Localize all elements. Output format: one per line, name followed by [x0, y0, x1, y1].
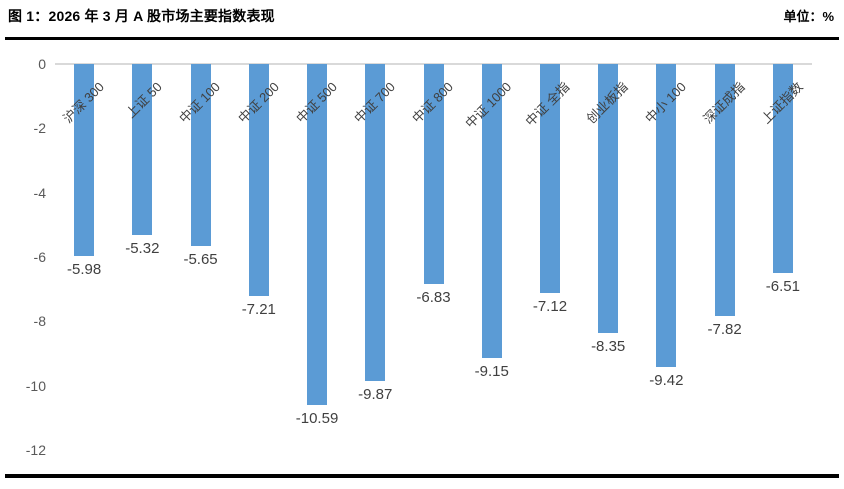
bar — [539, 64, 560, 293]
bar — [132, 64, 153, 235]
bar — [190, 64, 211, 246]
bar — [74, 64, 95, 256]
unit-label: 单位：% — [783, 9, 834, 24]
bar-value-label: -8.35 — [591, 338, 626, 355]
bar — [656, 64, 677, 367]
y-axis: 0 -2 -4 -6 -8 -10 -12 — [0, 56, 46, 458]
bar-value-label: -5.65 — [183, 251, 218, 268]
bar-chart-plot-area: -5.98 沪深 300 -5.32 上证 50 -5.65 中证 100 -7.21 中证 … — [55, 63, 812, 450]
bar-value-label: -9.15 — [474, 363, 509, 380]
y-axis-tick-label: -8 — [33, 313, 46, 330]
header-divider — [5, 37, 839, 40]
bar-value-label: -9.42 — [649, 372, 684, 389]
bar-value-label: -6.51 — [765, 278, 800, 295]
bar — [598, 64, 619, 333]
y-axis-tick-label: -2 — [33, 120, 46, 137]
bar-value-label: -7.21 — [241, 301, 276, 318]
bar-value-label: -5.32 — [125, 240, 160, 257]
y-axis-tick-label: -12 — [25, 442, 46, 458]
bar-value-label: -10.59 — [295, 410, 339, 427]
bar — [307, 64, 328, 405]
chart-title: 图 1：2026 年 3 月 A 股市场主要指数表现 — [8, 8, 275, 24]
bar — [481, 64, 502, 358]
bar-value-label: -5.98 — [67, 261, 102, 278]
y-axis-tick-label: -4 — [33, 184, 46, 201]
bar — [248, 64, 269, 296]
y-axis-tick-label: -10 — [25, 377, 46, 394]
bar-value-label: -7.12 — [532, 298, 568, 315]
bottom-divider — [5, 474, 839, 478]
bar — [365, 64, 386, 381]
bar-value-label: -9.87 — [358, 386, 393, 403]
y-axis-tick-label: -6 — [33, 249, 46, 265]
bar — [714, 64, 735, 316]
bar-value-label: -7.82 — [707, 321, 742, 338]
y-axis-tick-label: 0 — [38, 56, 46, 72]
bar-value-label: -6.83 — [416, 289, 451, 306]
bar — [423, 64, 444, 284]
header-row: 图 1：2026 年 3 月 A 股市场主要指数表现 单位：% — [8, 6, 834, 26]
bar — [772, 64, 793, 273]
